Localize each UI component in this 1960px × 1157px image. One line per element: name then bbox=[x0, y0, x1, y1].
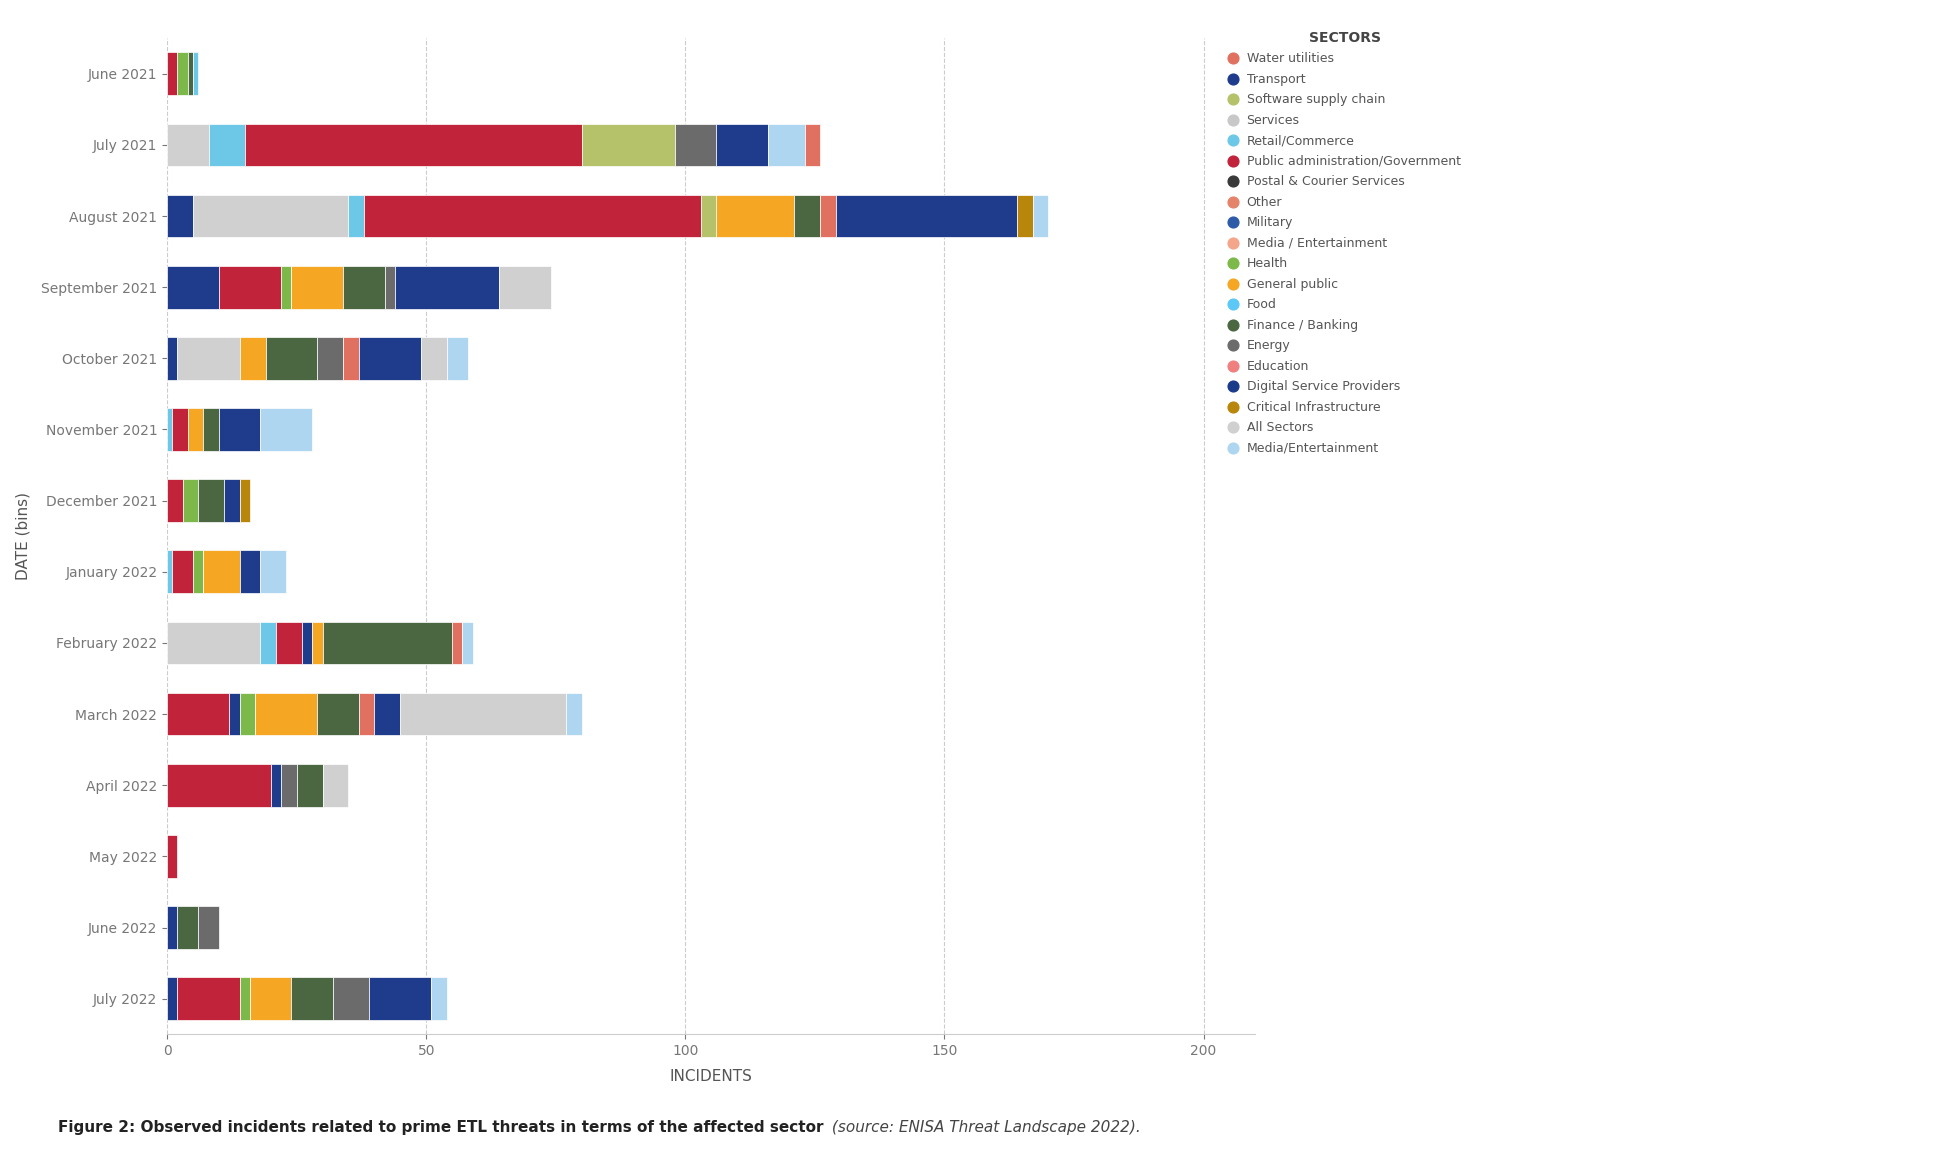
Text: Figure 2: Observed incidents related to prime ETL threats in terms of the affect: Figure 2: Observed incidents related to … bbox=[57, 1120, 823, 1135]
Bar bbox=[167, 408, 172, 451]
Bar bbox=[167, 194, 192, 237]
Bar bbox=[192, 551, 204, 594]
Bar bbox=[204, 551, 239, 594]
Bar bbox=[167, 124, 208, 167]
Legend: Water utilities, Transport, Software supply chain, Services, Retail/Commerce, Pu: Water utilities, Transport, Software sup… bbox=[1225, 24, 1466, 460]
Bar bbox=[192, 194, 349, 237]
Bar bbox=[1017, 194, 1033, 237]
Bar bbox=[804, 124, 819, 167]
Bar bbox=[178, 978, 239, 1020]
Bar bbox=[261, 621, 276, 664]
Bar bbox=[318, 693, 359, 736]
Bar bbox=[819, 194, 835, 237]
Bar bbox=[292, 978, 333, 1020]
Bar bbox=[178, 52, 188, 95]
Bar bbox=[178, 337, 239, 379]
Bar bbox=[318, 337, 343, 379]
Bar bbox=[447, 337, 468, 379]
Bar bbox=[359, 693, 374, 736]
Bar bbox=[374, 693, 400, 736]
Bar bbox=[292, 266, 343, 309]
Bar bbox=[167, 906, 178, 949]
Bar bbox=[431, 978, 447, 1020]
Bar bbox=[280, 764, 296, 806]
Bar bbox=[198, 906, 220, 949]
Bar bbox=[172, 551, 192, 594]
Bar bbox=[167, 835, 178, 878]
Bar bbox=[365, 194, 702, 237]
Bar bbox=[167, 764, 270, 806]
Bar bbox=[343, 337, 359, 379]
Bar bbox=[192, 52, 198, 95]
Bar bbox=[261, 551, 286, 594]
Bar bbox=[674, 124, 717, 167]
Bar bbox=[302, 621, 312, 664]
Bar bbox=[498, 266, 551, 309]
Bar bbox=[835, 194, 1017, 237]
Bar bbox=[768, 124, 804, 167]
Bar bbox=[794, 194, 819, 237]
Bar bbox=[270, 764, 280, 806]
Bar bbox=[198, 479, 223, 522]
Bar bbox=[167, 551, 172, 594]
Bar bbox=[167, 52, 178, 95]
Bar bbox=[1033, 194, 1049, 237]
Bar bbox=[717, 194, 794, 237]
Bar bbox=[717, 124, 768, 167]
Bar bbox=[188, 52, 192, 95]
Bar bbox=[323, 764, 349, 806]
Bar bbox=[182, 479, 198, 522]
Bar bbox=[359, 337, 421, 379]
Bar bbox=[239, 479, 251, 522]
Y-axis label: DATE (bins): DATE (bins) bbox=[16, 492, 29, 580]
Bar bbox=[702, 194, 717, 237]
Bar bbox=[296, 764, 323, 806]
Bar bbox=[566, 693, 582, 736]
Bar bbox=[396, 266, 498, 309]
Bar bbox=[343, 266, 384, 309]
Bar bbox=[167, 693, 229, 736]
Bar bbox=[239, 978, 251, 1020]
Bar bbox=[255, 693, 318, 736]
Bar bbox=[239, 551, 261, 594]
Bar bbox=[463, 621, 472, 664]
Bar bbox=[223, 479, 239, 522]
Bar bbox=[167, 978, 178, 1020]
Bar bbox=[384, 266, 396, 309]
Bar bbox=[276, 621, 302, 664]
Bar bbox=[421, 337, 447, 379]
Bar bbox=[220, 408, 261, 451]
Bar bbox=[245, 124, 582, 167]
Bar bbox=[453, 621, 463, 664]
Bar bbox=[333, 978, 368, 1020]
Bar bbox=[167, 621, 261, 664]
Bar bbox=[239, 693, 255, 736]
Bar bbox=[323, 621, 453, 664]
Bar bbox=[229, 693, 239, 736]
Bar bbox=[167, 337, 178, 379]
X-axis label: INCIDENTS: INCIDENTS bbox=[670, 1069, 753, 1084]
Bar bbox=[582, 124, 674, 167]
Bar bbox=[220, 266, 280, 309]
Bar bbox=[172, 408, 188, 451]
Bar bbox=[239, 337, 265, 379]
Bar bbox=[178, 906, 198, 949]
Bar bbox=[349, 194, 365, 237]
Text: (source: ENISA Threat Landscape 2022).: (source: ENISA Threat Landscape 2022). bbox=[827, 1120, 1141, 1135]
Bar bbox=[280, 266, 292, 309]
Bar bbox=[312, 621, 323, 664]
Bar bbox=[251, 978, 292, 1020]
Bar bbox=[400, 693, 566, 736]
Bar bbox=[265, 337, 318, 379]
Bar bbox=[368, 978, 431, 1020]
Bar bbox=[208, 124, 245, 167]
Bar bbox=[188, 408, 204, 451]
Bar bbox=[261, 408, 312, 451]
Bar bbox=[167, 266, 220, 309]
Bar bbox=[204, 408, 220, 451]
Bar bbox=[167, 479, 182, 522]
